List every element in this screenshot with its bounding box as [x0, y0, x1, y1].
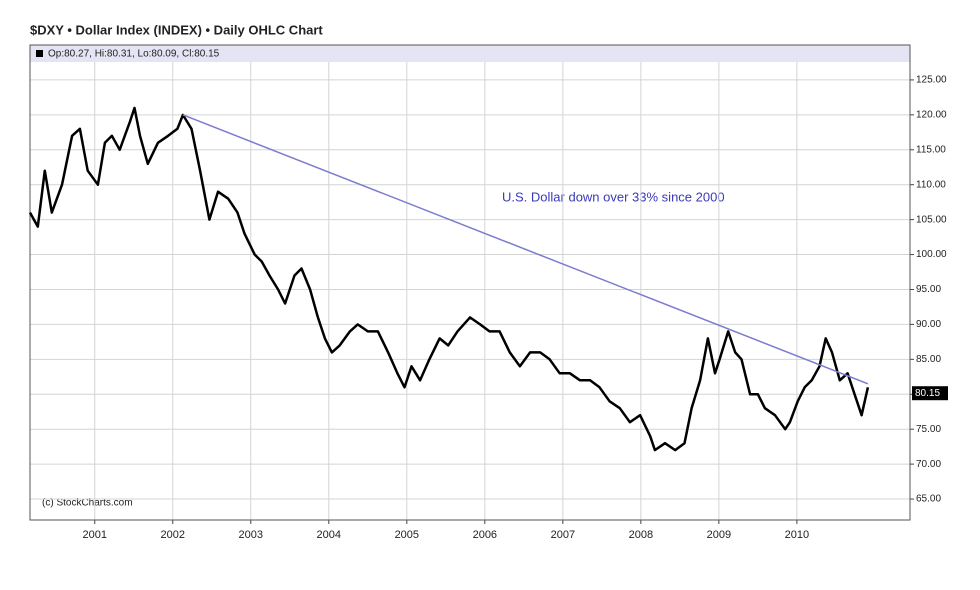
- y-tick-label: 120.00: [916, 109, 947, 120]
- x-tick-label: 2010: [785, 529, 809, 541]
- y-tick-label: 105.00: [916, 214, 947, 225]
- y-tick-label: 125.00: [916, 75, 947, 86]
- x-tick-label: 2008: [629, 529, 653, 541]
- y-tick-label: 115.00: [916, 144, 946, 155]
- y-tick-label: 95.00: [916, 284, 941, 295]
- last-price-box: [912, 386, 948, 401]
- y-tick-label: 100.00: [916, 249, 947, 260]
- x-tick-label: 2002: [161, 529, 185, 541]
- watermark: (c) StockCharts.com: [42, 498, 133, 509]
- x-tick-label: 2006: [473, 529, 497, 541]
- y-tick-label: 110.00: [916, 179, 946, 190]
- last-price-label: 80.15: [915, 388, 940, 399]
- x-tick-label: 2003: [239, 529, 263, 541]
- x-tick-label: 2004: [317, 529, 341, 541]
- price-line: [28, 106, 870, 452]
- plot-border: [29, 44, 911, 521]
- trendline: [182, 114, 869, 385]
- y-tick-label: 85.00: [916, 354, 941, 365]
- y-tick-label: 65.00: [916, 494, 941, 505]
- chart-title: $DXY • Dollar Index (INDEX) • Daily OHLC…: [30, 22, 323, 37]
- legend-swatch: [36, 50, 43, 57]
- x-tick-label: 2001: [83, 529, 107, 541]
- y-tick-label: 75.00: [916, 424, 941, 435]
- legend-band: [30, 45, 910, 62]
- y-tick-label: 70.00: [916, 459, 941, 470]
- x-tick-label: 2009: [707, 529, 731, 541]
- x-tick-label: 2007: [551, 529, 575, 541]
- x-tick-label: 2005: [395, 529, 419, 541]
- y-tick-label: 90.00: [916, 319, 941, 330]
- annotation: U.S. Dollar down over 33% since 2000: [502, 189, 725, 204]
- legend-text: Op:80.27, Hi:80.31, Lo:80.09, Cl:80.15: [48, 49, 220, 60]
